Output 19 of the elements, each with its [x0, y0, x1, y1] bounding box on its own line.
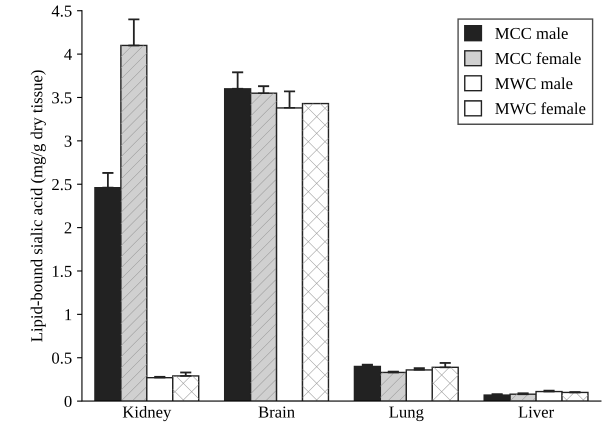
y-tick-label: 0.5 — [52, 352, 72, 364]
y-tick-label: 1.5 — [52, 266, 72, 278]
y-tick-label: 0 — [64, 396, 72, 408]
x-tick-label: Lung — [389, 406, 424, 422]
y-tick-label: 4.5 — [52, 6, 72, 17]
legend-label: MWC male — [495, 77, 572, 90]
y-tick-label: 2 — [64, 222, 72, 234]
x-tick-label: Brain — [258, 406, 295, 418]
y-tick-label: 3 — [64, 136, 72, 147]
y-tick-label: 1 — [65, 309, 72, 320]
y-tick-label: 4 — [64, 48, 72, 60]
x-tick-label: Liver — [518, 406, 554, 418]
legend-label: MCC female — [495, 52, 581, 64]
x-tick-label: Kidney — [122, 406, 172, 422]
y-axis-title: Lipid-bound sialic acid (mg/g dry tissue) — [30, 70, 46, 342]
legend-label: MWC female — [495, 102, 586, 114]
y-tick-label: 3.5 — [52, 92, 72, 104]
legend-label: MCC male — [495, 27, 568, 40]
y-tick-label: 2.5 — [52, 178, 72, 190]
